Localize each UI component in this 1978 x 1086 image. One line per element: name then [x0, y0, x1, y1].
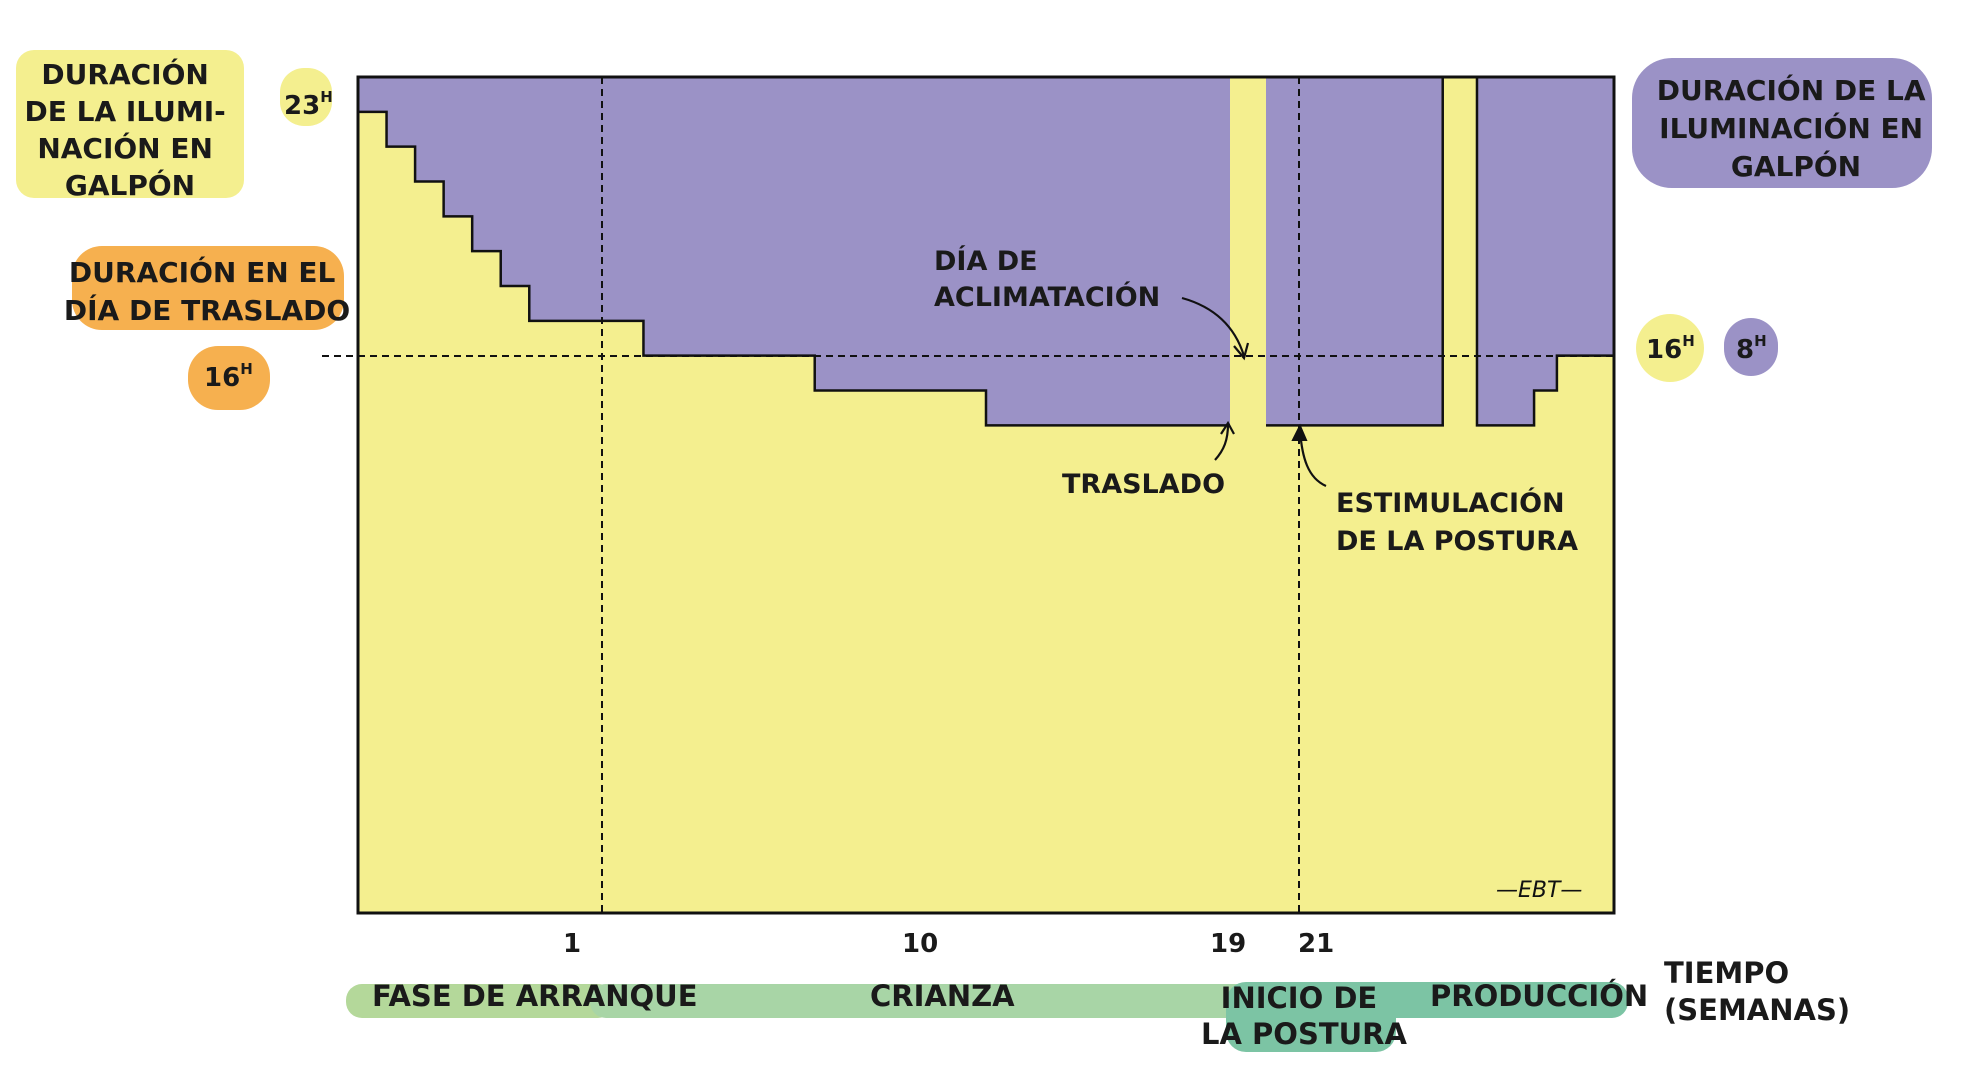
right-label-line-3: GALPÓN [1731, 149, 1861, 183]
phase-laying-label: INICIO DE LA POSTURA [1201, 981, 1407, 1051]
transfer-label-highlight [72, 246, 344, 330]
acclimation-day-strip [1230, 77, 1266, 913]
top-value: 23 [284, 91, 320, 121]
left-lighting-label: DURACIÓN DE LA ILUMI- NACIÓN EN GALPÓN [16, 50, 244, 202]
phase-production-label: PRODUCCIÓN [1430, 979, 1648, 1013]
right-values: 16H 8H [1636, 314, 1778, 382]
phase-start-label: FASE DE ARRANQUE [372, 979, 698, 1013]
svg-text:DURACIÓN DE LA ILUMI-: DURACIÓN DE LA ILUMI- NACIÓN EN GALPÓN [24, 57, 235, 202]
x-tick-label: 1 [563, 929, 581, 959]
svg-text:DURACIÓN EN EL DÍA DE TR: DURACIÓN EN EL DÍA DE TRASLADO [64, 255, 350, 327]
transfer-value: 16 [204, 363, 240, 393]
stimulation-annotation: ESTIMULACIÓN DE LA POSTURA [1336, 487, 1578, 557]
light-value-highlight [1636, 314, 1704, 382]
svg-text:16H: 16H [1646, 332, 1695, 365]
x-tick-label: 19 [1210, 929, 1246, 959]
phase-band-start [346, 984, 614, 1018]
light-hours-value: 16 [1646, 335, 1682, 365]
stimulation-arrowhead [1291, 423, 1308, 441]
top-value-unit: H [320, 88, 333, 106]
svg-text:8H: 8H [1736, 332, 1767, 365]
svg-text:23H: 23H [284, 88, 333, 121]
acclimation-line-1: DÍA DE [934, 245, 1038, 277]
acclimation-line-2: ACLIMATACIÓN [934, 281, 1160, 313]
left-label-line-3: NACIÓN EN [37, 131, 213, 165]
acclimation-arrow [1181, 296, 1246, 357]
time-axis-label: TIEMPO (SEMANAS) [1664, 956, 1850, 1027]
right-label-line-1: DURACIÓN DE LA [1657, 73, 1926, 107]
transfer-day-label: DURACIÓN EN EL DÍA DE TRASLADO 16H [64, 246, 350, 410]
dark-hours-value: 8 [1736, 335, 1754, 365]
phase-laying-line-1: INICIO DE [1221, 981, 1378, 1015]
svg-text:16H: 16H [204, 360, 253, 393]
time-axis-line-1: TIEMPO [1664, 956, 1789, 990]
time-axis-line-2: (SEMANAS) [1664, 993, 1850, 1027]
transfer-value-unit: H [240, 360, 253, 378]
transfer-arrow [1214, 423, 1230, 461]
acclimation-arrowhead [1233, 342, 1250, 361]
light-hours-unit: H [1682, 332, 1695, 350]
transfer-label-line-1: DURACIÓN EN EL [69, 255, 336, 289]
transfer-value-highlight [188, 346, 270, 410]
transfer-annotation: TRASLADO [1062, 469, 1225, 500]
right-label-highlight [1632, 58, 1932, 188]
phase-band-laying [1226, 982, 1396, 1052]
left-label-line-1: DURACIÓN [41, 57, 208, 91]
dark-value-highlight [1724, 318, 1778, 376]
left-label-highlight [16, 50, 244, 198]
dark-hours-unit: H [1754, 332, 1767, 350]
x-tick-labels: 1 10 19 21 [563, 929, 1334, 959]
phase-rearing-label: CRIANZA [870, 979, 1015, 1013]
top-value-label: 23H [280, 68, 333, 126]
top-value-highlight [280, 68, 332, 126]
left-label-line-2: DE LA ILUMI- [24, 95, 225, 128]
phase-band-rearing [590, 984, 1258, 1018]
stimulation-line-2: DE LA POSTURA [1336, 526, 1578, 557]
right-label-line-2: ILUMINACIÓN EN [1659, 111, 1923, 145]
left-label-line-4: GALPÓN [65, 168, 195, 202]
svg-text:DURACIÓN DE LA ILUMINACI: DURACIÓN DE LA ILUMINACIÓN EN GALPÓN [1657, 73, 1936, 183]
plot-frame [356, 75, 1616, 915]
acclimation-annotation: DÍA DE ACLIMATACIÓN [934, 245, 1160, 313]
phase-laying-line-2: LA POSTURA [1201, 1017, 1407, 1051]
transfer-arrowhead [1220, 420, 1235, 435]
x-tick-label: 21 [1298, 929, 1334, 959]
signature: —EBT— [1496, 878, 1582, 903]
right-lighting-label: DURACIÓN DE LA ILUMINACIÓN EN GALPÓN [1632, 58, 1936, 188]
stimulation-line-1: ESTIMULACIÓN [1336, 487, 1565, 519]
phase-band-production [1360, 982, 1628, 1018]
transfer-label-line-2: DÍA DE TRASLADO [64, 293, 350, 327]
x-tick-label: 10 [902, 929, 938, 959]
